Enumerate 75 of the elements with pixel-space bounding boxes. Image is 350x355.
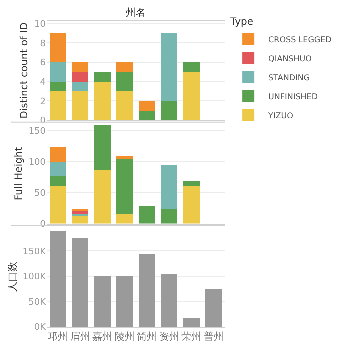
x-tick-label: 普州	[204, 331, 224, 343]
bar	[72, 214, 89, 216]
bar	[116, 92, 134, 121]
x-tick-label: 眉州	[70, 331, 90, 343]
bar	[94, 125, 111, 171]
bar	[50, 148, 66, 162]
bar	[94, 82, 111, 121]
x-tick-label: 资州	[159, 331, 180, 343]
bar	[138, 254, 156, 327]
x-tick-label: 邛州	[48, 331, 68, 343]
bar	[116, 62, 134, 72]
y-axis-title: Distinct count of ID	[20, 22, 31, 119]
bar	[50, 92, 66, 121]
y-tick-label: 50	[34, 189, 46, 200]
bar	[94, 170, 111, 224]
bar	[50, 34, 66, 63]
y-tick-label: 2	[40, 97, 46, 108]
bar	[72, 216, 89, 224]
bar	[161, 34, 178, 102]
bar	[72, 238, 89, 327]
legend-label: UNFINISHED	[268, 92, 318, 102]
y-tick-label: 150	[28, 127, 46, 138]
legend-label: CROSS LEGGED	[268, 35, 332, 44]
x-tick-label: 简州	[137, 331, 158, 343]
y-tick-label: 10	[34, 20, 46, 30]
bar	[72, 92, 89, 121]
legend-label: STANDING	[268, 73, 310, 82]
legend-label: YIZUO	[268, 111, 294, 120]
bar	[138, 110, 156, 121]
bar	[50, 176, 66, 187]
x-tick-label: 陵州	[114, 331, 135, 343]
x-tick-label: 荣州	[182, 331, 202, 343]
y-tick-label: 6	[40, 58, 46, 69]
bar	[72, 62, 89, 72]
bar	[50, 186, 66, 224]
bar	[94, 72, 111, 82]
bar	[94, 276, 111, 327]
bar	[161, 101, 178, 121]
bar	[116, 159, 134, 214]
bar	[72, 82, 89, 92]
bar	[50, 162, 66, 176]
bar	[50, 230, 66, 327]
y-tick-label: 50K	[28, 298, 48, 308]
y-tick-label: 0K	[34, 323, 48, 334]
bar	[183, 62, 200, 72]
legend-title: Type	[230, 16, 254, 28]
bar	[138, 206, 156, 224]
y-axis-title: 人口数	[8, 262, 19, 292]
bar	[72, 208, 89, 212]
bar	[183, 318, 200, 327]
bar	[116, 214, 134, 224]
y-tick-label: 4	[40, 78, 46, 88]
y-tick-label: 100K	[22, 272, 48, 283]
x-tick-label: 嘉州	[92, 331, 113, 343]
bar	[50, 82, 66, 92]
bar	[161, 210, 178, 224]
bar	[206, 289, 222, 327]
y-tick-label: 100	[28, 158, 46, 168]
bar	[161, 274, 178, 327]
y-tick-label: 8	[40, 39, 46, 50]
bar	[116, 156, 134, 160]
bar	[72, 72, 89, 82]
chart-title: 州名	[126, 7, 146, 19]
y-tick-label: 150K	[22, 247, 48, 258]
bar	[183, 182, 200, 186]
bar	[138, 101, 156, 111]
bar	[183, 72, 200, 121]
bar	[116, 72, 134, 92]
legend-label: QIANSHUO	[268, 54, 312, 64]
bar	[116, 276, 134, 327]
y-axis-title: Full Height	[14, 147, 25, 201]
bar	[72, 211, 89, 214]
bar	[50, 62, 66, 82]
bar	[183, 186, 200, 224]
bar	[161, 165, 178, 210]
